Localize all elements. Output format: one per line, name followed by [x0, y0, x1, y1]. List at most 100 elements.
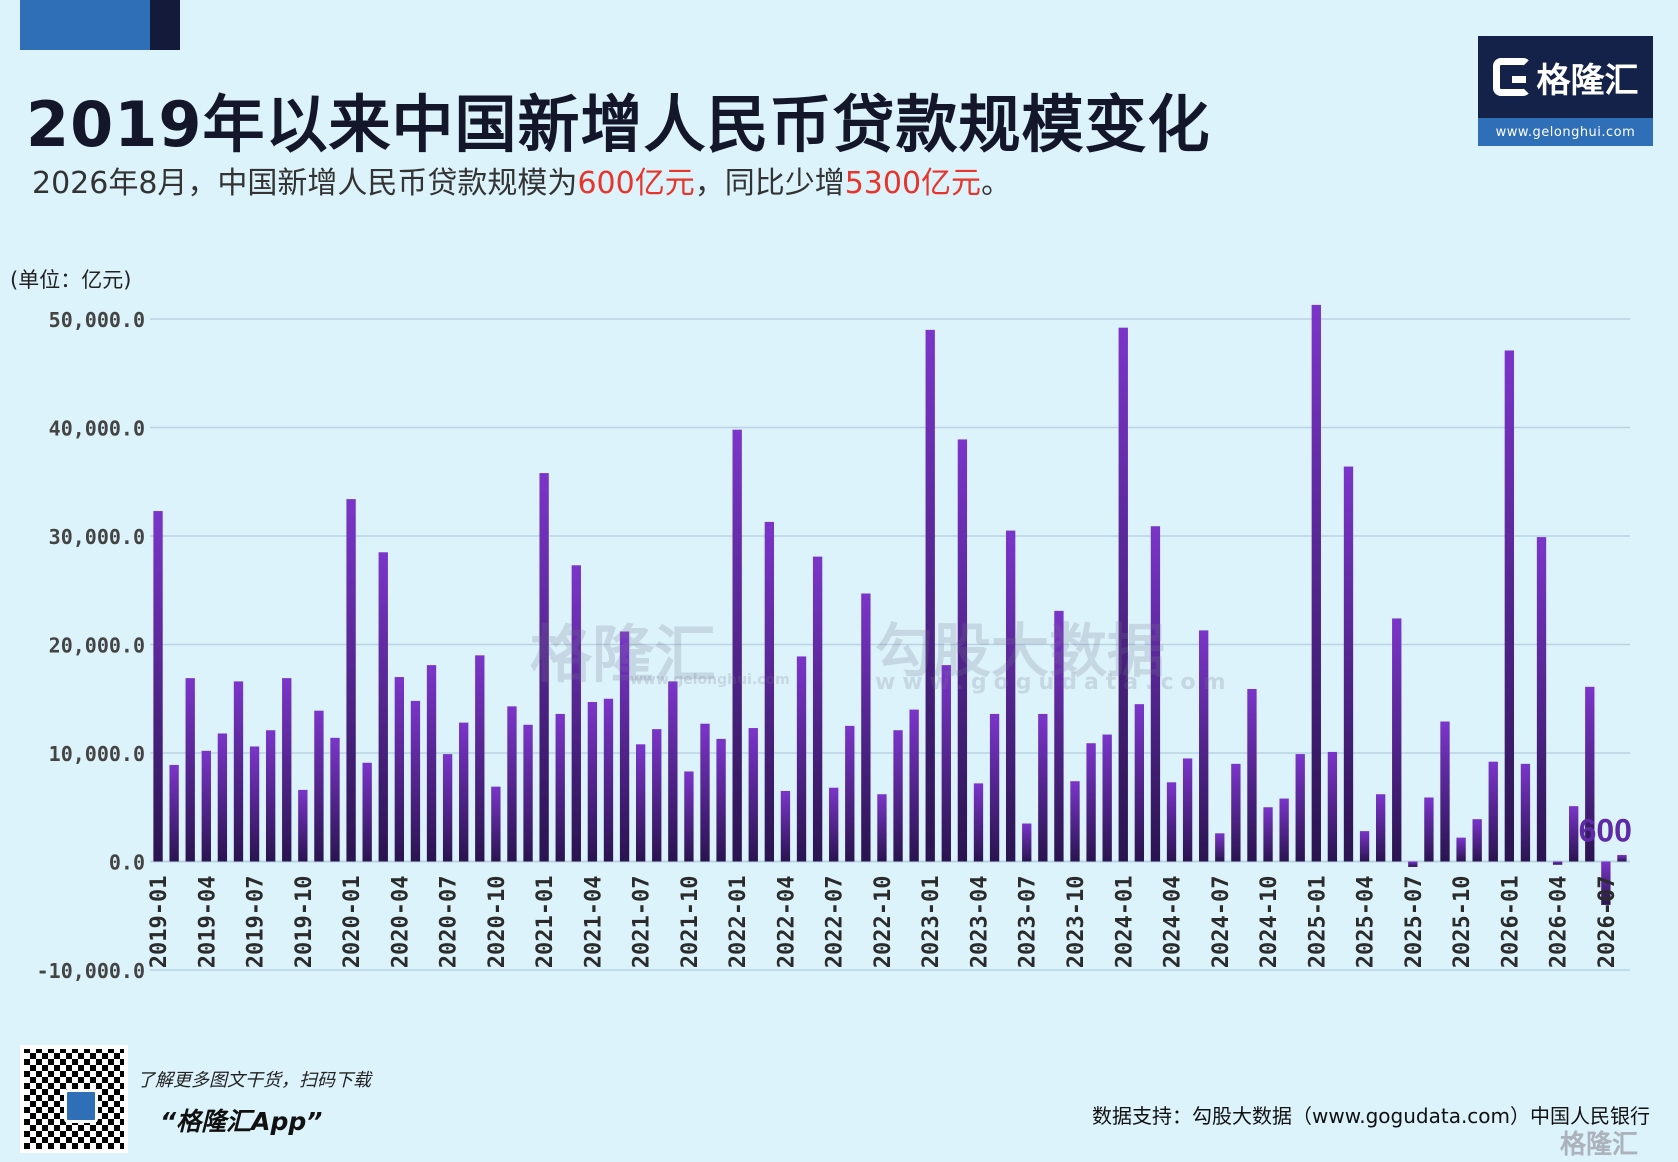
- bar: [619, 631, 630, 862]
- bar: [442, 754, 453, 862]
- bar: [1472, 819, 1482, 862]
- x-tick-label: 2022-10: [871, 876, 896, 969]
- bar: [1231, 763, 1241, 862]
- bar: [748, 728, 758, 862]
- x-tick-label: 2024-04: [1161, 876, 1186, 969]
- bar: [1022, 823, 1032, 862]
- bar: [764, 521, 775, 862]
- bar: [1199, 630, 1209, 862]
- bar: [1327, 751, 1338, 862]
- bar-chart: -10,000.0 0.0 10,000.0 20,000.0 30,000.0 40,0…: [37, 304, 1632, 983]
- bar: [394, 677, 405, 862]
- brand-logo[interactable]: 格隆汇 www.gelonghui.com: [1478, 36, 1653, 146]
- bar: [603, 698, 614, 862]
- x-tick-label: 2023-07: [1016, 876, 1041, 969]
- bar: [346, 499, 356, 862]
- bar: [233, 681, 244, 862]
- bar: [635, 744, 646, 862]
- x-tick-label: 2025-01: [1305, 876, 1330, 969]
- bar: [1536, 537, 1547, 862]
- bar: [1424, 797, 1434, 862]
- logo-name: 格隆汇: [1536, 60, 1639, 101]
- watermark-gelonghui-url: www.gelonghui.com: [630, 672, 790, 688]
- x-tick-label: 2023-01: [919, 876, 944, 969]
- unit-label: (单位：亿元): [10, 268, 132, 292]
- subtitle-highlight-value: 600亿元: [577, 166, 695, 201]
- bar: [1585, 686, 1595, 862]
- bar: [925, 329, 935, 862]
- x-tick-label: 2026-01: [1498, 876, 1523, 969]
- bar: [845, 725, 855, 862]
- watermark-gelonghui: 格隆汇: [530, 618, 717, 691]
- bar: [523, 724, 533, 862]
- bar: [1520, 763, 1531, 862]
- x-tick-label: 2019-10: [292, 876, 317, 969]
- bar: [812, 556, 823, 862]
- x-tick-label: 2020-01: [340, 876, 365, 969]
- bar: [362, 762, 372, 862]
- bar: [1552, 861, 1563, 865]
- bar: [1569, 806, 1579, 862]
- header-accent-dark: [150, 0, 180, 50]
- bar: [1279, 798, 1289, 862]
- x-tick-label: 2024-01: [1112, 876, 1137, 969]
- bar: [249, 746, 260, 862]
- bar: [1392, 618, 1402, 862]
- header-accent-bar: [20, 0, 150, 50]
- bar: [185, 678, 195, 862]
- data-source: 数据支持：勾股大数据（www.gogudata.com）中国人民银行: [1092, 1104, 1651, 1128]
- subtitle-text-1: 2026年8月，中国新增人民币贷款规模为: [32, 166, 578, 201]
- bar: [684, 771, 694, 862]
- x-tick-label: 2025-10: [1450, 876, 1475, 969]
- bar: [909, 709, 919, 862]
- x-tick-label: 2022-07: [823, 876, 848, 969]
- bar: [1070, 781, 1080, 862]
- bar: [169, 764, 179, 862]
- x-tick-label: 2020-04: [388, 876, 413, 969]
- x-tick-label: 2023-04: [967, 876, 992, 969]
- bar: [1456, 837, 1466, 862]
- y-tick-label: 30,000.0: [49, 525, 145, 549]
- x-tick-label: 2025-04: [1354, 876, 1379, 969]
- qr-logo-icon: [64, 1089, 98, 1123]
- logo-main: 格隆汇: [1478, 36, 1653, 118]
- bar: [989, 713, 1000, 862]
- bar: [475, 655, 485, 862]
- bar: [1005, 530, 1016, 862]
- bar: [1359, 831, 1370, 862]
- y-tick-label: 20,000.0: [49, 634, 145, 658]
- x-tick-label: 2026-04: [1547, 876, 1572, 969]
- bar: [973, 783, 984, 862]
- x-tick-label: 2025-07: [1402, 876, 1427, 969]
- app-name: “格隆汇App”: [160, 1107, 323, 1136]
- y-tick-label: 40,000.0: [49, 417, 145, 441]
- gelonghui-g-icon: [1492, 58, 1531, 96]
- x-tick-label: 2021-07: [630, 876, 655, 969]
- bar: [555, 713, 565, 862]
- bar: [1263, 807, 1273, 862]
- x-tick-label: 2020-10: [485, 876, 510, 969]
- bar: [459, 722, 469, 862]
- bar: [1166, 782, 1177, 862]
- bar: [861, 593, 871, 862]
- page-subtitle: 2026年8月，中国新增人民币贷款规模为600亿元，同比少增5300亿元。: [32, 158, 1011, 202]
- x-tick-label: 2024-10: [1257, 876, 1282, 969]
- bar: [652, 729, 662, 862]
- bar: [1601, 861, 1611, 905]
- bar: [1118, 327, 1128, 862]
- qr-code[interactable]: [20, 1045, 128, 1153]
- logo-url: www.gelonghui.com: [1478, 118, 1653, 146]
- bar: [314, 710, 324, 862]
- bar: [1054, 610, 1064, 862]
- bar: [507, 706, 517, 862]
- bar: [796, 656, 807, 862]
- bar: [410, 700, 421, 862]
- x-tick-label: 2023-10: [1064, 876, 1089, 969]
- bar: [1038, 713, 1048, 862]
- y-tick-label: 0.0: [109, 851, 145, 875]
- x-tick-label: 2019-04: [195, 876, 220, 969]
- bar: [1504, 350, 1515, 862]
- app-download-tip: 了解更多图文干货，扫码下载: [137, 1070, 371, 1091]
- watermark-gogudata-url: www.gogudata.com: [875, 670, 1233, 695]
- x-tick-label: 2021-04: [581, 876, 606, 969]
